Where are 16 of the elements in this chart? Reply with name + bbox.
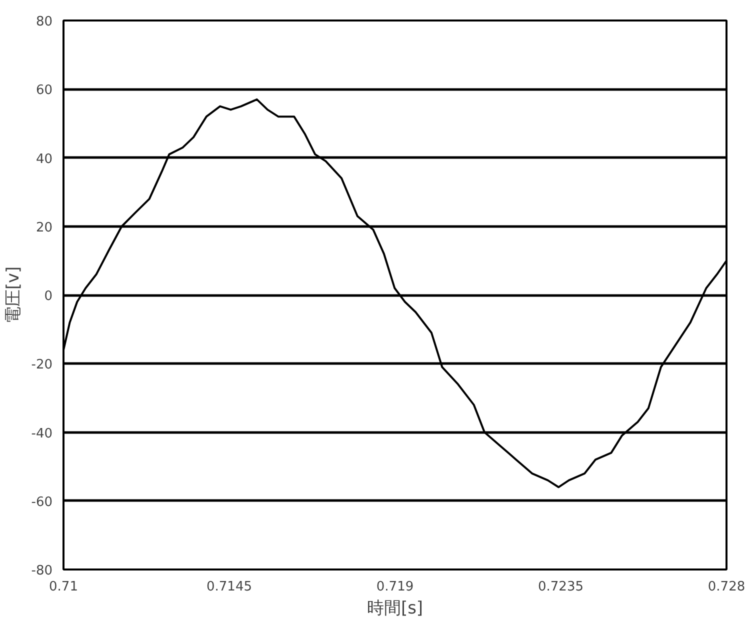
x-tick-label: 0.71 <box>49 580 78 594</box>
x-tick-label: 0.7145 <box>206 580 252 594</box>
y-tick-label: -60 <box>31 494 52 510</box>
y-tick-label: 60 <box>36 83 53 98</box>
y-tick-label: 0 <box>44 289 53 304</box>
y-tick-label: 40 <box>36 152 53 167</box>
y-tick-label: -80 <box>31 564 52 578</box>
x-tick-label: 0.7235 <box>538 580 584 594</box>
x-tick-label: 0.728 <box>708 580 746 594</box>
y-tick-label: -40 <box>31 426 52 442</box>
y-tick-label: -20 <box>31 358 52 373</box>
x-axis-title: 時間[s] <box>366 598 424 618</box>
y-tick-label: 80 <box>36 14 53 30</box>
x-tick-label: 0.719 <box>376 580 414 594</box>
y-axis-title: 電圧[v] <box>3 266 24 324</box>
y-tick-label: 20 <box>36 220 53 236</box>
